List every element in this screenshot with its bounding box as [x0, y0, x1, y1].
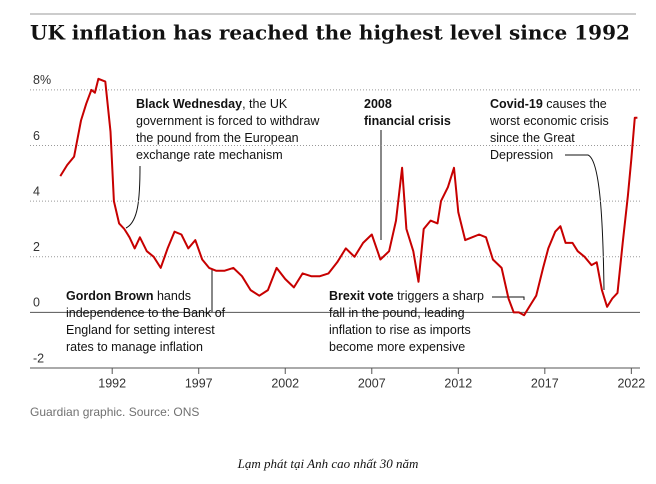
annotation-segment: become more expensive	[329, 340, 465, 354]
y-tick-label: 8%	[33, 73, 51, 87]
annotation-segment: Depression	[490, 148, 553, 162]
x-tick-label: 2022	[617, 376, 645, 390]
chart-title: UK inflation has reached the highest lev…	[30, 21, 630, 45]
x-tick-label: 2002	[271, 376, 299, 390]
annotation: Depression	[490, 148, 553, 162]
annotation-segment: government is forced to withdraw	[136, 114, 320, 128]
annotation-segment: causes the	[543, 97, 607, 111]
annotation-segment: Covid-19	[490, 97, 543, 111]
annotation-segment: exchange rate mechanism	[136, 148, 283, 162]
annotation: Gordon Brown hands	[66, 289, 191, 303]
y-tick-label: 2	[33, 240, 40, 254]
annotation-segment: financial crisis	[364, 114, 451, 128]
annotation: worst economic crisis	[489, 114, 609, 128]
annotation: exchange rate mechanism	[136, 148, 283, 162]
annotation-segment: hands	[154, 289, 192, 303]
annotation-segment: , the UK	[242, 97, 288, 111]
annotation: inflation to rise as imports	[329, 323, 471, 337]
source: Guardian graphic. Source: ONS	[30, 405, 199, 419]
x-tick-label: 2007	[358, 376, 386, 390]
annotation-segment: worst economic crisis	[489, 114, 609, 128]
annotation: England for setting interest	[66, 323, 215, 337]
annotation-segment: independence to the Bank of	[66, 306, 226, 320]
y-tick-label: 0	[33, 296, 40, 310]
y-tick-label: -2	[33, 351, 44, 365]
annotation-segment: Black Wednesday	[136, 97, 242, 111]
annotation-segment: rates to manage inflation	[66, 340, 203, 354]
annotation-segment: Gordon Brown	[66, 289, 154, 303]
leader-line	[125, 165, 141, 229]
annotation: independence to the Bank of	[66, 306, 226, 320]
x-tick-label: 1992	[98, 376, 126, 390]
annotation-segment: fall in the pound, leading	[329, 306, 465, 320]
x-tick-label: 2017	[531, 376, 559, 390]
annotation: 2008	[364, 97, 392, 111]
annotation-segment: since the Great	[490, 131, 575, 145]
annotation: financial crisis	[364, 114, 451, 128]
y-tick-label: 6	[33, 129, 40, 143]
annotation-segment: inflation to rise as imports	[329, 323, 471, 337]
leader-line	[492, 296, 525, 300]
annotation: fall in the pound, leading	[329, 306, 465, 320]
annotation: Black Wednesday, the UK	[136, 97, 288, 111]
line-series	[59, 77, 638, 317]
annotation-segment: England for setting interest	[66, 323, 215, 337]
annotation-segment: 2008	[364, 97, 392, 111]
x-tick-label: 2012	[444, 376, 472, 390]
annotation-segment: triggers a sharp	[394, 289, 484, 303]
annotation: become more expensive	[329, 340, 465, 354]
caption: Lạm phát tại Anh cao nhất 30 năm	[237, 456, 419, 471]
annotation-segment: Brexit vote	[329, 289, 394, 303]
annotation: government is forced to withdraw	[136, 114, 320, 128]
annotation-segment: the pound from the European	[136, 131, 299, 145]
leader-line	[565, 154, 605, 291]
y-tick-label: 4	[33, 184, 40, 198]
annotation: Brexit vote triggers a sharp	[329, 289, 484, 303]
annotation: Covid-19 causes the	[490, 97, 607, 111]
annotation: the pound from the European	[136, 131, 299, 145]
annotation: since the Great	[490, 131, 575, 145]
annotation: rates to manage inflation	[66, 340, 203, 354]
x-tick-label: 1997	[185, 376, 213, 390]
